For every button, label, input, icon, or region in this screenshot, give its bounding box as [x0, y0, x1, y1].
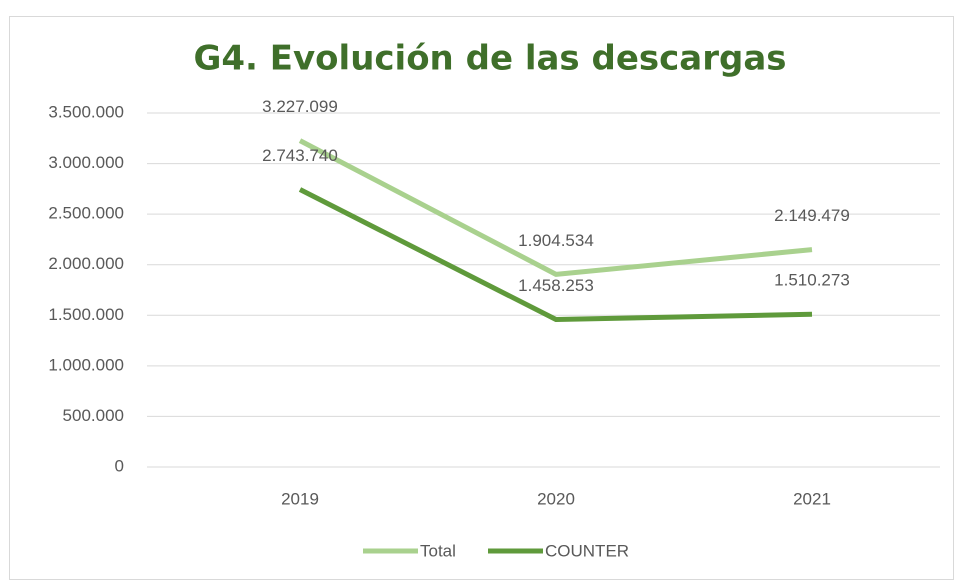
y-tick-label: 2.000.000 — [48, 254, 124, 273]
y-tick-label: 1.500.000 — [48, 305, 124, 324]
data-label: 1.904.534 — [518, 231, 594, 250]
series-line — [298, 138, 813, 277]
y-tick-label: 2.500.000 — [48, 204, 124, 223]
data-label: 2.149.479 — [774, 206, 850, 225]
y-tick-label: 500.000 — [63, 406, 124, 425]
data-label: 3.227.099 — [262, 97, 338, 116]
data-label: 1.458.253 — [518, 276, 594, 295]
series-line — [298, 187, 813, 323]
y-tick-label: 3.500.000 — [48, 102, 124, 121]
data-label: 1.510.273 — [774, 271, 850, 290]
legend-label: COUNTER — [545, 541, 629, 560]
data-label: 2.743.740 — [262, 146, 338, 165]
y-tick-label: 1.000.000 — [48, 355, 124, 374]
x-tick-label: 2020 — [537, 489, 575, 508]
y-tick-label: 3.000.000 — [48, 153, 124, 172]
legend-label: Total — [420, 541, 456, 560]
y-tick-label: 0 — [115, 456, 124, 475]
chart-title: G4. Evolución de las descargas — [193, 39, 786, 79]
x-tick-label: 2019 — [281, 489, 319, 508]
x-tick-label: 2021 — [793, 489, 831, 508]
chart-border — [9, 16, 954, 580]
